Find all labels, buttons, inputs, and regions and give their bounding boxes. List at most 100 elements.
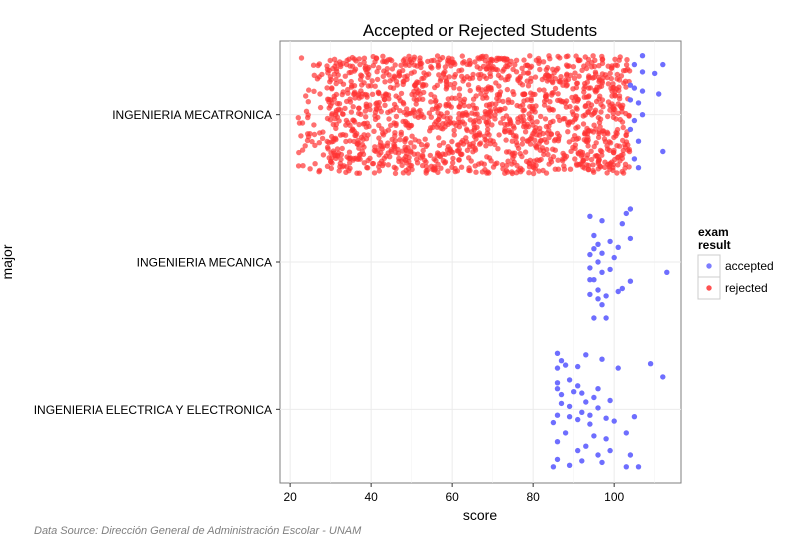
rejected-point: [428, 163, 435, 169]
rejected-point: [616, 93, 623, 99]
rejected-point: [572, 145, 578, 152]
accepted-point: [558, 391, 565, 398]
chart-title: Accepted or Rejected Students: [363, 21, 597, 40]
rejected-point: [522, 91, 528, 97]
rejected-point: [355, 91, 362, 97]
rejected-point: [320, 152, 327, 158]
rejected-point: [539, 76, 545, 83]
rejected-point: [386, 72, 392, 78]
rejected-point: [620, 137, 626, 144]
rejected-point: [542, 116, 549, 122]
rejected-point: [422, 136, 428, 142]
rejected-point: [392, 170, 399, 177]
rejected-point: [543, 170, 550, 176]
rejected-point: [402, 60, 408, 66]
rejected-point: [411, 144, 417, 150]
rejected-point: [505, 99, 512, 106]
rejected-point: [422, 157, 428, 163]
rejected-point: [377, 139, 384, 146]
rejected-point: [351, 56, 358, 62]
accepted-point: [595, 259, 601, 265]
rejected-point: [303, 93, 309, 99]
rejected-point: [508, 119, 514, 126]
rejected-point: [532, 91, 538, 98]
rejected-point: [445, 143, 451, 150]
rejected-point: [337, 78, 344, 85]
rejected-point: [331, 96, 337, 102]
rejected-point: [552, 76, 559, 82]
rejected-point: [483, 111, 489, 117]
rejected-point: [468, 158, 474, 164]
rejected-point: [538, 156, 544, 163]
rejected-point: [426, 71, 432, 77]
rejected-point: [348, 84, 355, 90]
rejected-point: [478, 91, 484, 97]
rejected-point: [461, 59, 467, 65]
rejected-point: [562, 77, 569, 83]
rejected-point: [473, 136, 479, 142]
rejected-point: [338, 63, 344, 70]
rejected-point: [354, 170, 360, 176]
rejected-point: [526, 111, 532, 117]
accepted-point: [631, 85, 638, 91]
rejected-point: [295, 163, 302, 169]
rejected-point: [545, 151, 551, 158]
rejected-point: [339, 91, 345, 98]
rejected-point: [500, 115, 506, 122]
rejected-point: [485, 119, 492, 125]
rejected-point: [435, 169, 441, 176]
legend-label-accepted: accepted: [725, 259, 774, 273]
rejected-point: [573, 94, 579, 101]
rejected-point: [464, 147, 471, 153]
rejected-point: [356, 110, 362, 117]
rejected-point: [572, 156, 578, 162]
rejected-point: [434, 53, 441, 59]
rejected-point: [357, 61, 363, 68]
accepted-point: [587, 213, 593, 219]
rejected-point: [312, 161, 318, 167]
rejected-point: [451, 74, 457, 80]
rejected-point: [432, 99, 439, 105]
accepted-point: [603, 436, 609, 442]
rejected-point: [347, 155, 353, 162]
rejected-point: [594, 87, 600, 94]
rejected-point: [380, 53, 386, 59]
rejected-point: [298, 55, 305, 61]
rejected-point: [490, 66, 496, 73]
rejected-point: [345, 120, 351, 126]
rejected-point: [482, 58, 488, 64]
rejected-point: [536, 87, 543, 93]
accepted-point: [627, 278, 634, 284]
rejected-point: [319, 71, 325, 78]
rejected-point: [305, 114, 311, 121]
rejected-point: [359, 82, 365, 88]
accepted-point: [554, 350, 561, 356]
rejected-point: [570, 136, 576, 143]
rejected-point: [392, 133, 398, 139]
rejected-point: [380, 73, 386, 80]
rejected-point: [528, 90, 534, 96]
rejected-point: [316, 167, 323, 174]
rejected-point: [386, 96, 392, 102]
rejected-point: [487, 109, 494, 115]
rejected-point: [385, 140, 391, 146]
accepted-point: [619, 221, 625, 227]
accepted-point: [599, 269, 605, 275]
rejected-point: [351, 90, 358, 97]
rejected-point: [387, 154, 393, 160]
accepted-point: [595, 296, 601, 302]
rejected-point: [328, 159, 334, 165]
rejected-point: [557, 78, 563, 84]
rejected-point: [415, 109, 422, 115]
rejected-point: [436, 142, 443, 149]
rejected-point: [471, 105, 478, 112]
rejected-point: [387, 84, 394, 91]
rejected-point: [442, 75, 449, 81]
rejected-point: [421, 75, 427, 81]
accepted-point: [599, 302, 605, 308]
accepted-point: [615, 365, 621, 371]
rejected-point: [511, 125, 517, 131]
rejected-point: [494, 160, 500, 166]
rejected-point: [351, 138, 357, 145]
accepted-point: [623, 430, 629, 436]
